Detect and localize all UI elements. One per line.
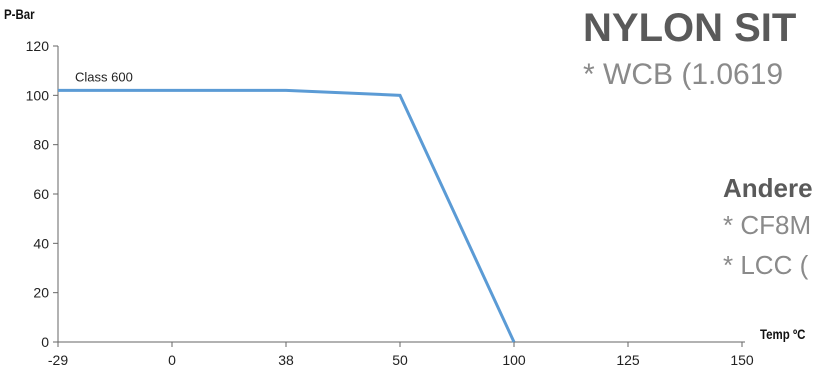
x-tick-label: -29 <box>48 352 68 368</box>
series-label: Class 600 <box>75 69 133 84</box>
y-tick-label: 60 <box>33 186 49 202</box>
y-tick-label: 100 <box>26 87 50 103</box>
y-tick-label: 80 <box>33 137 49 153</box>
series-line <box>58 88 516 343</box>
x-tick-label: 0 <box>168 352 176 368</box>
series-group: Class 600 <box>58 69 516 343</box>
overlay-title: NYLON SIT <box>583 6 797 50</box>
overlay-subtitle: * WCB (1.0619 <box>583 58 784 91</box>
overlay-heading: Andere <box>723 173 813 203</box>
x-axis-label: Temp ºC <box>760 326 806 342</box>
x-ticks: -29 0 38 50 100 125 150 <box>48 342 754 368</box>
x-tick-label: 38 <box>278 352 294 368</box>
x-tick-label: 50 <box>392 352 408 368</box>
overlay-item: * LCC ( <box>723 250 809 280</box>
y-tick-label: 0 <box>41 334 49 350</box>
y-ticks: 0 20 40 60 80 100 120 <box>26 38 58 350</box>
y-tick-label: 120 <box>26 38 50 54</box>
x-tick-label: 125 <box>616 352 640 368</box>
x-tick-label: 100 <box>502 352 526 368</box>
overlay-item: * CF8M <box>723 210 812 240</box>
x-tick-label: 150 <box>730 352 754 368</box>
y-axis-label: P-Bar <box>4 6 35 22</box>
y-tick-label: 20 <box>33 285 49 301</box>
y-tick-label: 40 <box>33 235 49 251</box>
